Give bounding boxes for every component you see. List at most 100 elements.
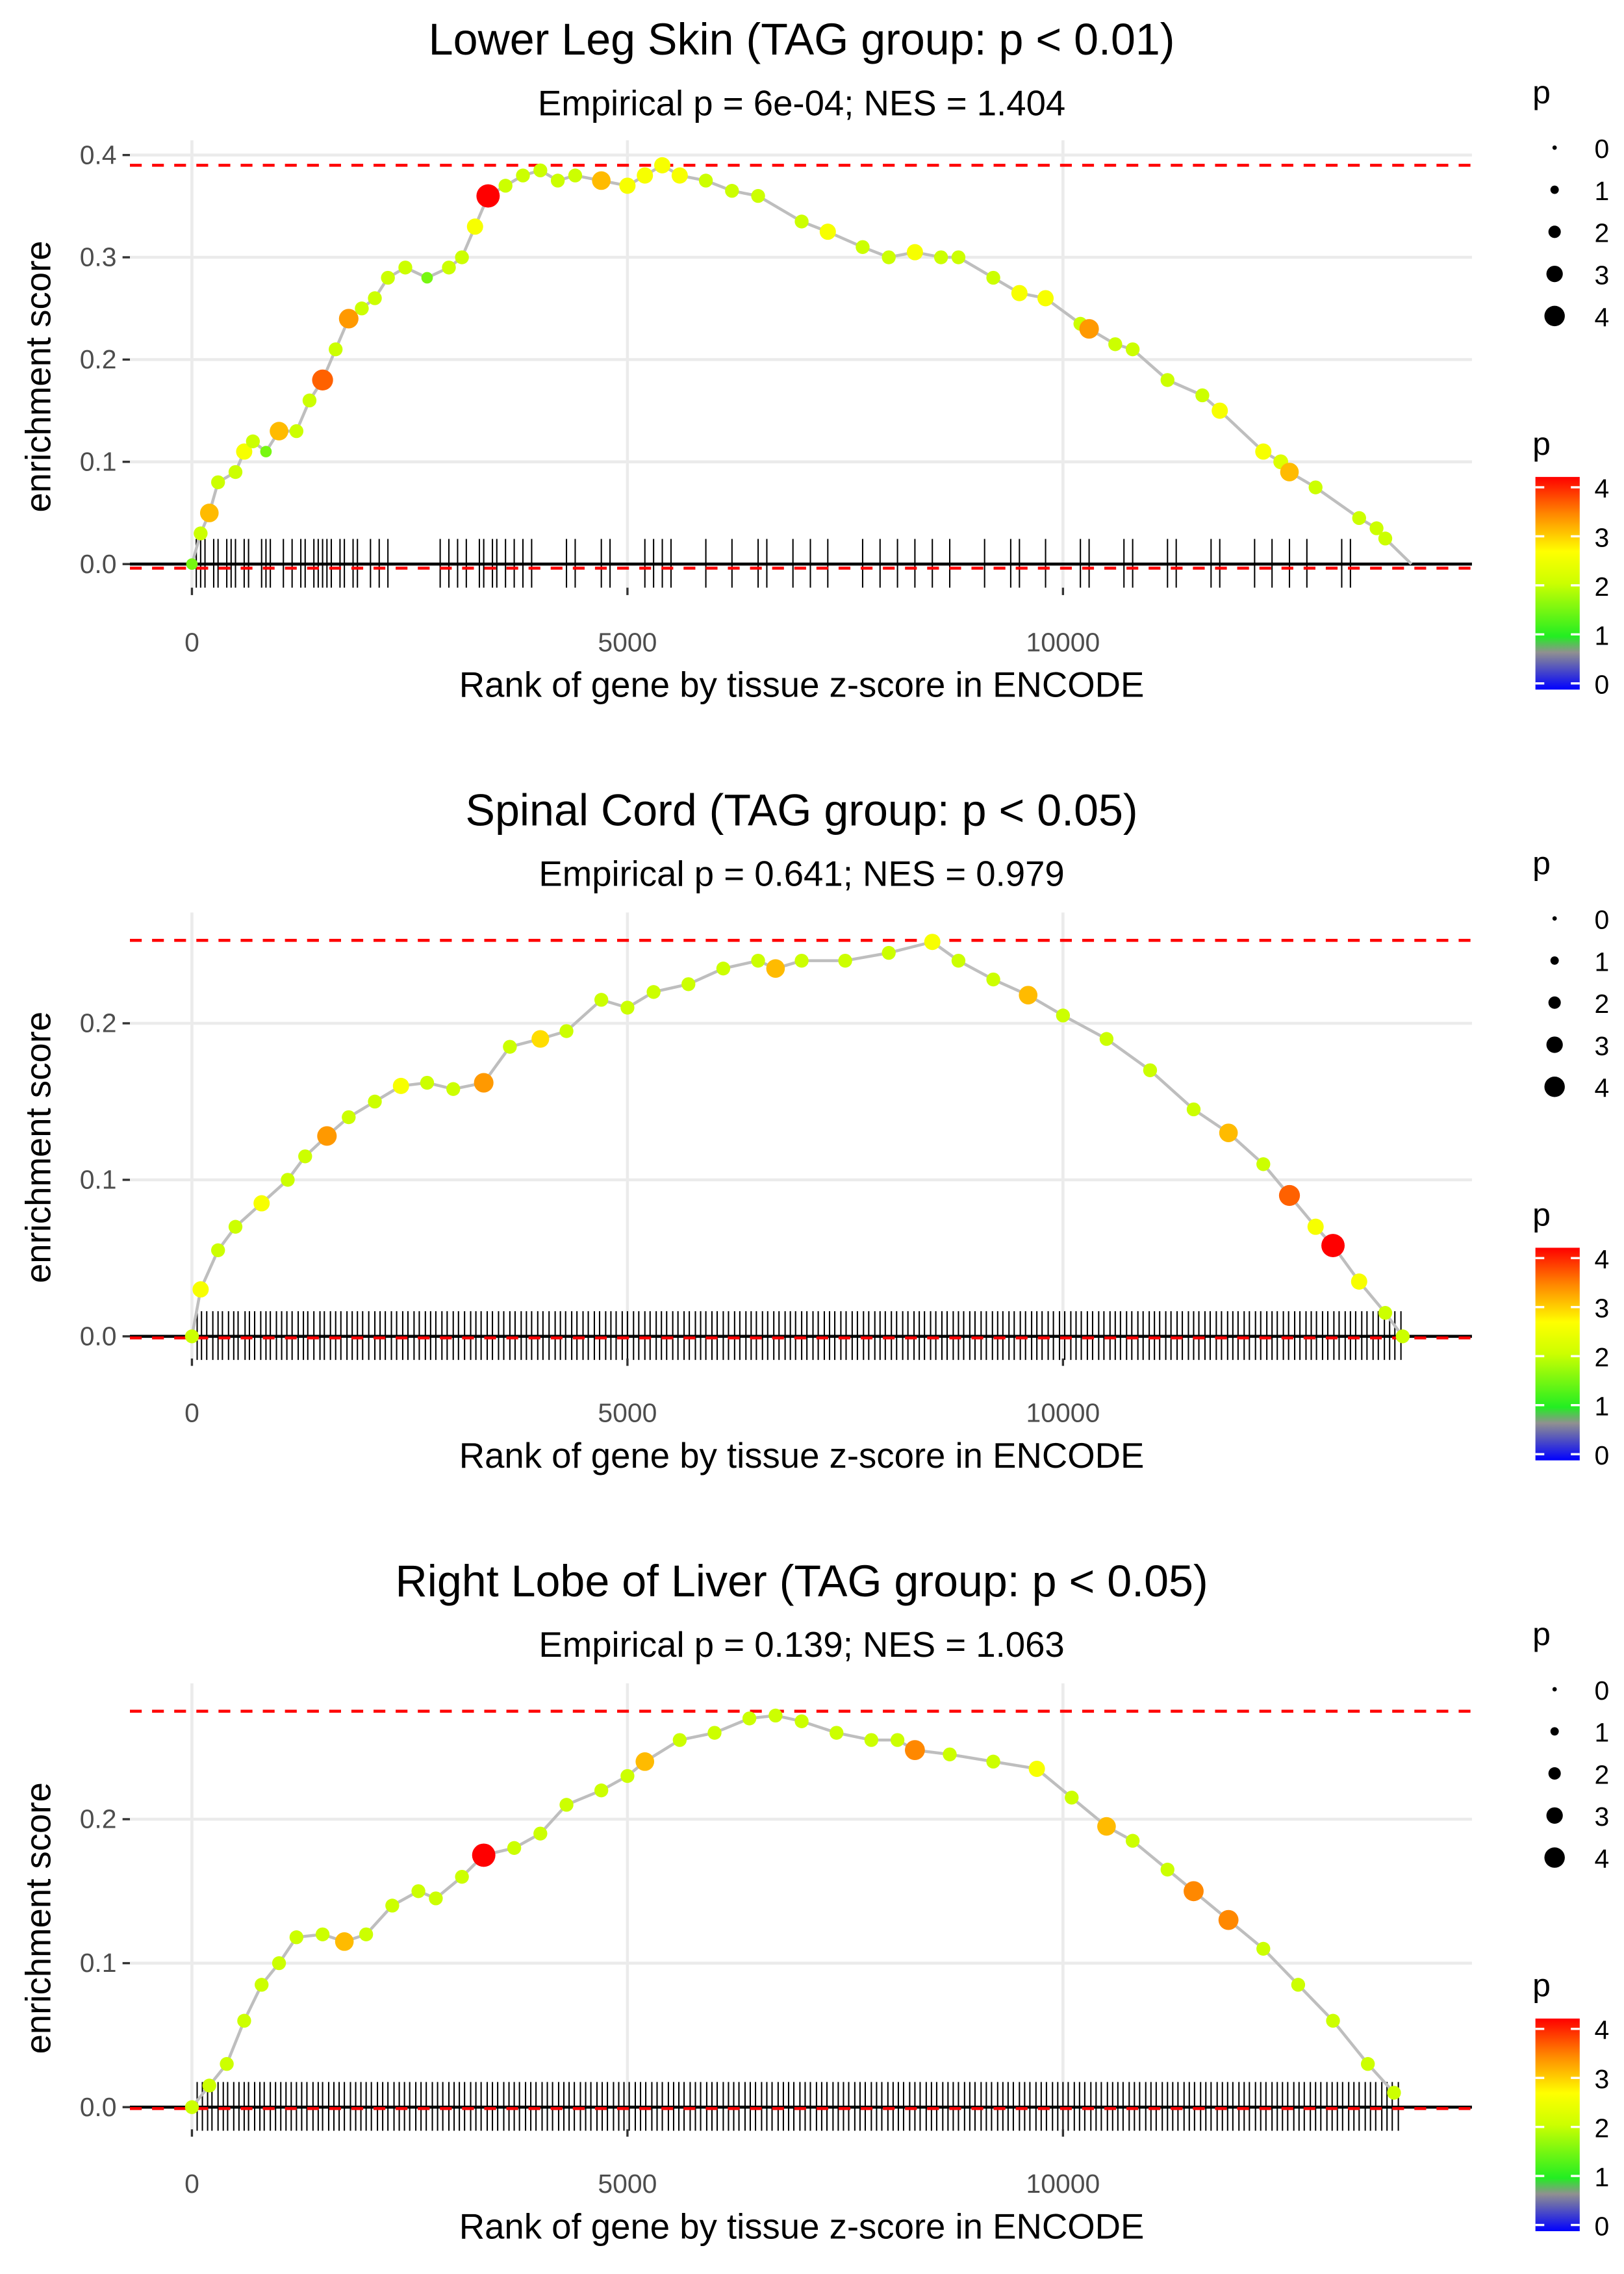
y-tick-label: 0.1 <box>80 1165 117 1195</box>
colorbar <box>1535 2018 1580 2232</box>
score-point <box>260 446 272 457</box>
score-point <box>398 261 412 275</box>
y-tick-label: 0.3 <box>80 242 117 272</box>
score-point <box>302 393 317 408</box>
score-point <box>882 945 896 960</box>
colorbar-label: 2 <box>1595 2114 1610 2143</box>
score-point <box>1108 337 1123 351</box>
score-point <box>192 1281 209 1298</box>
score-point <box>211 1243 225 1257</box>
size-legend-label: 3 <box>1595 261 1610 290</box>
x-tick-label: 5000 <box>598 1398 657 1428</box>
score-point <box>312 369 333 391</box>
x-tick-label: 0 <box>184 627 199 657</box>
score-point <box>986 270 1000 285</box>
size-legend-label: 1 <box>1595 1718 1610 1748</box>
score-point <box>619 177 636 194</box>
colorbar <box>1535 477 1580 690</box>
score-point <box>472 1843 496 1867</box>
score-point <box>289 424 304 439</box>
score-point <box>725 184 739 198</box>
score-point <box>1184 1881 1204 1902</box>
score-point <box>1037 290 1054 307</box>
chart-subtitle: Empirical p = 6e-04; NES = 1.404 <box>538 83 1065 123</box>
score-point <box>1097 1817 1116 1836</box>
enrichment-panel-2: 0.0 0.1 0.2 0 5000 10000 Spinal Cord (TAG grou… <box>18 786 1609 1476</box>
color-legend-title: p <box>1532 1967 1551 2004</box>
colorbar-label: 3 <box>1595 1294 1610 1323</box>
score-point <box>429 1891 443 1906</box>
y-tick-label: 0.0 <box>80 549 117 579</box>
score-point <box>507 1841 522 1856</box>
score-point <box>1160 1862 1174 1877</box>
score-point <box>533 163 548 177</box>
score-point <box>794 953 809 968</box>
score-point <box>1291 1978 1306 1992</box>
score-point <box>698 173 713 188</box>
size-legend-dot <box>1550 956 1559 965</box>
score-point <box>943 1747 957 1761</box>
score-point <box>270 422 288 441</box>
y-tick-label: 0.2 <box>80 1008 117 1038</box>
size-legend: p 0 1 2 3 4 <box>1532 74 1609 332</box>
size-legend-label: 0 <box>1595 134 1610 164</box>
colorbar-label: 0 <box>1595 670 1610 700</box>
score-point <box>856 240 870 254</box>
y-tick-label: 0.0 <box>80 2092 117 2122</box>
score-point <box>359 1927 374 1941</box>
size-legend-title: p <box>1532 1616 1551 1652</box>
colorbar-label: 2 <box>1595 1342 1610 1372</box>
score-point <box>1125 1833 1140 1848</box>
size-legend-label: 3 <box>1595 1031 1610 1061</box>
score-point <box>838 953 852 968</box>
score-point <box>672 1733 687 1747</box>
colorbar-label: 2 <box>1595 572 1610 602</box>
score-point <box>671 167 688 184</box>
score-point <box>794 214 809 229</box>
score-point <box>794 1714 809 1728</box>
score-point <box>951 953 966 968</box>
score-point <box>1028 1760 1045 1777</box>
score-point <box>466 218 483 235</box>
size-legend: p 0 1 2 3 4 <box>1532 1616 1609 1874</box>
x-axis-title: Rank of gene by tissue z-score in ENCODE <box>459 1436 1145 1476</box>
score-point <box>568 168 583 183</box>
size-legend-label: 0 <box>1595 1676 1610 1706</box>
score-point <box>355 301 369 316</box>
score-point <box>1321 1234 1345 1258</box>
score-point <box>228 465 243 479</box>
score-point <box>1280 463 1299 481</box>
colorbar-label: 1 <box>1595 1392 1610 1422</box>
score-point <box>1160 373 1174 387</box>
colorbar-label: 3 <box>1595 2064 1610 2094</box>
colorbar-label: 3 <box>1595 522 1610 552</box>
score-point <box>184 1329 199 1344</box>
y-axis-title: enrichment score <box>18 240 58 512</box>
x-axis-title: Rank of gene by tissue z-score in ENCODE <box>459 665 1145 705</box>
score-point <box>882 250 896 264</box>
score-point <box>516 168 530 183</box>
score-point <box>329 342 343 357</box>
score-point <box>342 1110 356 1125</box>
score-point <box>503 1040 517 1054</box>
colorbar-label: 1 <box>1595 2162 1610 2192</box>
score-point <box>211 475 225 489</box>
colorbar <box>1535 1247 1580 1461</box>
score-point <box>202 2078 216 2093</box>
score-point <box>951 250 966 264</box>
score-point <box>498 179 513 193</box>
size-legend-dot <box>1544 305 1565 327</box>
color-legend-title: p <box>1532 1196 1551 1233</box>
chart-title: Right Lobe of Liver (TAG group: p < 0.05… <box>396 1557 1208 1606</box>
size-legend-label: 4 <box>1595 302 1610 332</box>
color-legend: p 4 3 2 1 0 <box>1532 1196 1609 1470</box>
score-point <box>289 1930 304 1945</box>
x-tick-label: 5000 <box>598 2169 657 2199</box>
y-tick-label: 0.0 <box>80 1321 117 1351</box>
score-point <box>1218 1910 1239 1930</box>
score-point <box>751 188 765 203</box>
x-tick-label: 10000 <box>1026 1398 1100 1428</box>
score-point <box>1011 285 1028 301</box>
score-point <box>381 270 395 285</box>
